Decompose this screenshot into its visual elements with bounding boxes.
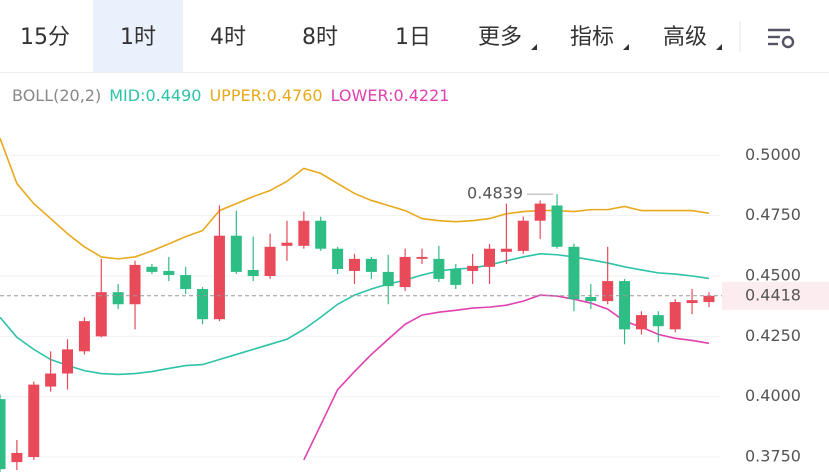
candle-body	[669, 302, 681, 330]
candle-body	[95, 292, 107, 337]
candle-body	[484, 248, 496, 267]
candle-body	[703, 295, 715, 303]
candle-body	[45, 373, 57, 387]
candle-body	[686, 300, 698, 304]
y-tick-label: 0.4750	[745, 205, 801, 224]
candle-body	[551, 205, 563, 247]
candle-body	[129, 264, 141, 305]
tab[interactable]: 1时	[120, 25, 156, 50]
candle-body	[517, 220, 529, 251]
boll-line	[0, 252, 710, 376]
last-price-label: 0.4418	[745, 285, 801, 304]
dropdown-caret	[716, 44, 722, 50]
tab[interactable]: 4时	[210, 25, 246, 50]
tab[interactable]: 8时	[302, 25, 338, 50]
candle-body	[332, 248, 344, 269]
candle-body	[163, 270, 175, 276]
dropdown-caret	[531, 44, 537, 50]
tab-bar: 15分 1时 4时 8时 1日 更多 指标 高级	[20, 0, 722, 72]
tab[interactable]: 1日	[395, 25, 431, 50]
candle-body	[500, 248, 512, 252]
y-tick-label: 0.4500	[745, 266, 801, 285]
indicator-legend: BOLL(20,2) MID:0.4490 UPPER:0.4760 LOWER:0.…	[12, 86, 449, 105]
candle-body	[78, 321, 90, 352]
candle-body	[112, 292, 124, 305]
candle-body	[180, 275, 192, 290]
tab[interactable]: 更多	[478, 25, 522, 50]
max-label: 0.4839	[467, 184, 523, 203]
tab[interactable]: 高级	[663, 25, 707, 50]
legend-item: LOWER:0.4221	[331, 86, 450, 105]
candle-body	[450, 269, 462, 285]
candle-body	[652, 315, 664, 327]
candle-body	[11, 452, 23, 463]
candle-body	[635, 315, 647, 330]
y-tick-label: 0.3750	[745, 447, 801, 466]
candle-body	[0, 399, 6, 470]
boll-line	[303, 294, 710, 461]
legend-item: MID:0.4490	[109, 86, 201, 105]
candle-body	[382, 271, 394, 287]
candle-body	[62, 349, 74, 374]
boll-line	[0, 137, 710, 260]
candle-body	[298, 220, 310, 246]
candle-body	[315, 220, 327, 249]
candle-body	[585, 297, 597, 302]
legend-item: UPPER:0.4760	[209, 86, 322, 105]
dropdown-caret	[623, 44, 629, 50]
y-tick-label: 0.5000	[745, 145, 801, 164]
candle-body	[264, 246, 276, 276]
candle-body	[247, 269, 259, 276]
candle-body	[399, 256, 411, 288]
candle-body	[146, 266, 158, 272]
candle-body	[348, 258, 360, 271]
candle-body	[433, 258, 445, 279]
candle-body	[619, 281, 631, 330]
candle-body	[467, 265, 479, 271]
last-price-tag	[722, 281, 829, 310]
candle-body	[281, 242, 293, 246]
tab[interactable]: 15分	[20, 25, 70, 50]
legend-item: BOLL(20,2)	[12, 86, 101, 105]
candle-body	[213, 235, 225, 320]
candle-body	[416, 256, 428, 259]
tab[interactable]: 指标	[570, 25, 614, 50]
candle-body	[568, 246, 580, 300]
candle-body	[602, 281, 614, 302]
candle-body	[365, 258, 377, 272]
y-tick-label: 0.4250	[745, 326, 801, 345]
candle-body	[534, 203, 546, 221]
tab-selected-bg	[93, 0, 183, 72]
candle-body	[230, 235, 242, 272]
candle-body	[197, 289, 209, 320]
candle-body	[28, 384, 40, 458]
y-tick-label: 0.4000	[745, 386, 801, 405]
settings-icon[interactable]	[768, 28, 795, 49]
